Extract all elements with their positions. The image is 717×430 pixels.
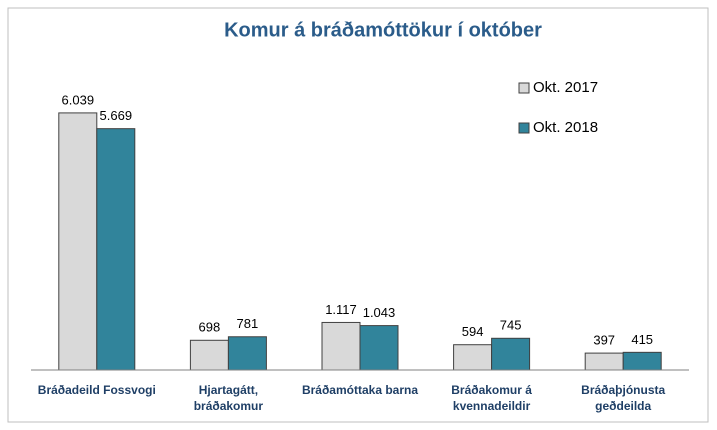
bar — [58, 112, 98, 371]
bar — [584, 352, 624, 371]
x-tick-label: Hjartagátt, bráðakomur — [193, 383, 264, 413]
x-tick-label: Bráðadeild Fossvogi — [37, 383, 156, 397]
x-tick-label: Bráðakomur á kvennadeildir — [451, 383, 532, 413]
bar — [491, 337, 531, 371]
data-label: 781 — [237, 316, 259, 331]
bar — [227, 336, 267, 371]
bar — [321, 321, 361, 371]
bar — [96, 128, 136, 371]
data-label: 397 — [593, 333, 615, 348]
data-label: 745 — [500, 318, 522, 333]
data-label: 698 — [199, 320, 221, 335]
legend-label: Okt. 2017 — [533, 79, 598, 96]
legend-swatch — [518, 82, 530, 94]
data-label: 1.043 — [363, 305, 396, 320]
bar — [189, 339, 229, 371]
data-label: 594 — [462, 324, 484, 339]
legend-swatch — [518, 122, 530, 134]
x-tick-label: Bráðamóttaka barna — [301, 383, 419, 397]
data-label: 5.669 — [100, 108, 133, 123]
bar — [453, 344, 493, 371]
data-label: 6.039 — [62, 92, 95, 107]
data-label: 1.117 — [325, 302, 357, 317]
bar — [622, 351, 662, 371]
x-tick-label: Bráðaþjónusta geðdeilda — [581, 383, 666, 413]
chart-title: Komur á bráðamóttökur í október — [224, 19, 542, 41]
bar — [359, 325, 399, 371]
legend-label: Okt. 2018 — [533, 119, 598, 136]
data-label: 415 — [631, 332, 653, 347]
